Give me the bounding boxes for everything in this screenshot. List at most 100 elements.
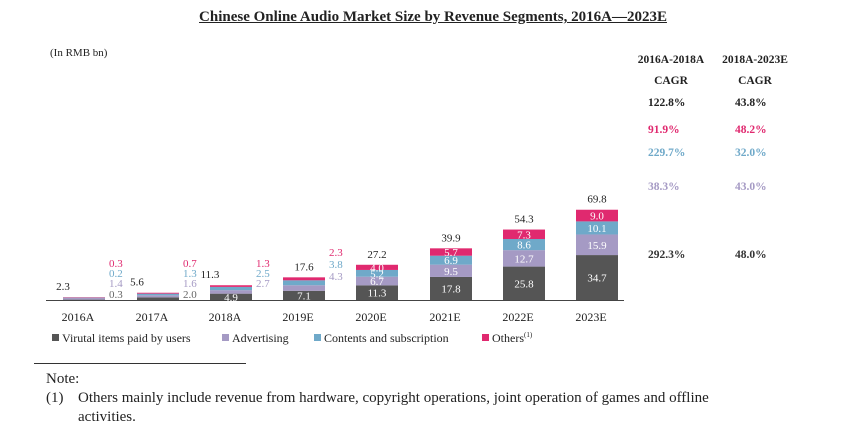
bar-segment-virtual-2020E [356,285,398,300]
legend-label-virtual: Virutal items paid by users [62,331,191,345]
segment-label-advertising-2022E: 12.7 [514,253,534,265]
legend-label-contents: Contents and subscription [324,331,449,345]
note-number: (1) [46,390,64,406]
segment-label-contents-2016A: 0.2 [109,268,123,280]
bar-segment-others-2017A [137,292,179,294]
bar-segment-contents-2019E [283,280,325,286]
cagr-2016-2018-value: 38.3% [648,181,680,193]
cagr-2018-2023-value: 32.0% [735,147,767,159]
segment-label-contents-2023E: 10.1 [587,223,606,235]
cagr-header-line1: 2016A-2018A [637,54,705,66]
note-divider [34,363,246,364]
segment-label-advertising-2017A: 1.6 [183,278,197,290]
segment-label-advertising-2023E: 15.9 [587,240,607,252]
segment-label-virtual-2016A: 0.3 [109,289,123,301]
bar-segment-others-2022E [503,229,545,240]
segment-label-others-2017A: 0.7 [183,258,197,270]
bar-segment-others-2023E [576,209,618,222]
segment-label-virtual-2023E: 34.7 [587,273,607,285]
note-text-continued: activities. [78,409,136,425]
x-tick-label-2017A: 2017A [136,310,169,324]
legend-label-advertising: Advertising [232,331,289,345]
legend-swatch-virtual [52,334,59,341]
segment-label-others-2022E: 7.3 [517,229,531,241]
x-tick-label-2016A: 2016A [62,310,95,324]
bar-segment-virtual-2022E [503,266,545,300]
x-tick-label-2018A: 2018A [209,310,242,324]
chart-title: Chinese Online Audio Market Size by Reve… [199,9,667,25]
bar-segment-advertising-2017A [137,295,179,298]
segment-label-others-2019E: 2.3 [329,247,343,259]
total-label-2019E: 17.6 [294,261,314,273]
bar-segment-advertising-2023E [576,234,618,256]
segment-label-virtual-2018A: 4.9 [224,292,238,304]
bar-segment-advertising-2019E [283,285,325,291]
legend-swatch-advertising [222,334,229,341]
total-label-2021E: 39.9 [441,232,461,244]
x-tick-label-2020E: 2020E [355,310,386,324]
bar-segment-virtual-2017A [137,297,179,300]
segment-label-others-2020E: 4.0 [370,262,384,274]
segment-label-others-2016A: 0.3 [109,258,123,270]
cagr-2018-2023-value: 48.0% [735,249,767,261]
note-title: Note: [46,371,80,387]
x-tick-label-2023E: 2023E [575,310,606,324]
bar-segment-virtual-2021E [430,276,472,300]
bar-segment-contents-2021E [430,255,472,265]
segment-label-virtual-2022E: 25.8 [514,278,534,290]
bar-segment-contents-2020E [356,269,398,277]
bar-segment-virtual-2023E [576,255,618,300]
segment-label-others-2018A: 1.3 [256,258,270,270]
total-label-2020E: 27.2 [367,249,386,261]
total-label-2022E: 54.3 [514,214,534,226]
total-label-2023E: 69.8 [587,194,607,206]
segment-label-advertising-2016A: 1.4 [109,278,123,290]
bar-segment-virtual-2018A [210,293,252,300]
cagr-header-2018-2023: 2018A-2023E CAGR [714,50,796,92]
cagr-2016-2018-value: 91.9% [648,124,680,136]
segment-label-contents-2020E: 5.2 [370,268,384,280]
cagr-header-line1: 2018A-2023E [722,54,788,66]
segment-label-contents-2022E: 8.6 [517,240,531,252]
note-text: Others mainly include revenue from hardw… [78,390,709,406]
total-label-2018A: 11.3 [201,269,220,281]
legend-label-others: Others(1) [492,331,533,345]
segment-label-contents-2017A: 1.3 [183,268,197,280]
bar-segment-others-2018A [210,285,252,287]
segment-label-advertising-2018A: 2.7 [256,278,270,290]
bar-segment-contents-2023E [576,221,618,235]
cagr-2018-2023-value: 48.2% [735,124,767,136]
cagr-2016-2018-value: 229.7% [648,147,685,159]
segment-label-contents-2018A: 2.5 [256,268,270,280]
legend-footnote-marker: (1) [524,331,533,339]
bar-segment-others-2021E [430,248,472,256]
bar-segment-advertising-2018A [210,290,252,294]
segment-label-virtual-2020E: 11.3 [368,288,387,300]
unit-label: (In RMB bn) [50,47,108,59]
bar-segment-advertising-2020E [356,276,398,286]
x-tick-label-2022E: 2022E [502,310,533,324]
segment-label-contents-2019E: 3.8 [329,259,343,271]
bar-segment-advertising-2021E [430,264,472,277]
bar-segment-others-2019E [283,277,325,281]
cagr-2016-2018-value: 122.8% [648,97,685,109]
total-label-2017A: 5.6 [130,277,144,289]
segment-label-virtual-2017A: 2.0 [183,289,197,301]
segment-label-virtual-2021E: 17.8 [441,283,461,295]
segment-label-advertising-2020E: 6.7 [370,276,384,288]
legend-swatch-contents [314,334,321,341]
cagr-header-line2: CAGR [654,75,688,87]
bar-segment-advertising-2016A [63,297,105,300]
note-item: (1) Others mainly include revenue from ha… [46,389,806,427]
cagr-header-2016-2018: 2016A-2018A CAGR [628,50,714,92]
bar-segment-advertising-2022E [503,250,545,267]
cagr-2016-2018-value: 292.3% [648,249,685,261]
bar-segment-contents-2017A [137,293,179,296]
x-tick-label-2021E: 2021E [429,310,460,324]
cagr-2018-2023-value: 43.8% [735,97,767,109]
total-label-2016A: 2.3 [56,281,70,293]
segment-label-advertising-2019E: 4.3 [329,271,343,283]
bar-segment-others-2020E [356,264,398,270]
segment-label-advertising-2021E: 9.5 [444,266,458,278]
